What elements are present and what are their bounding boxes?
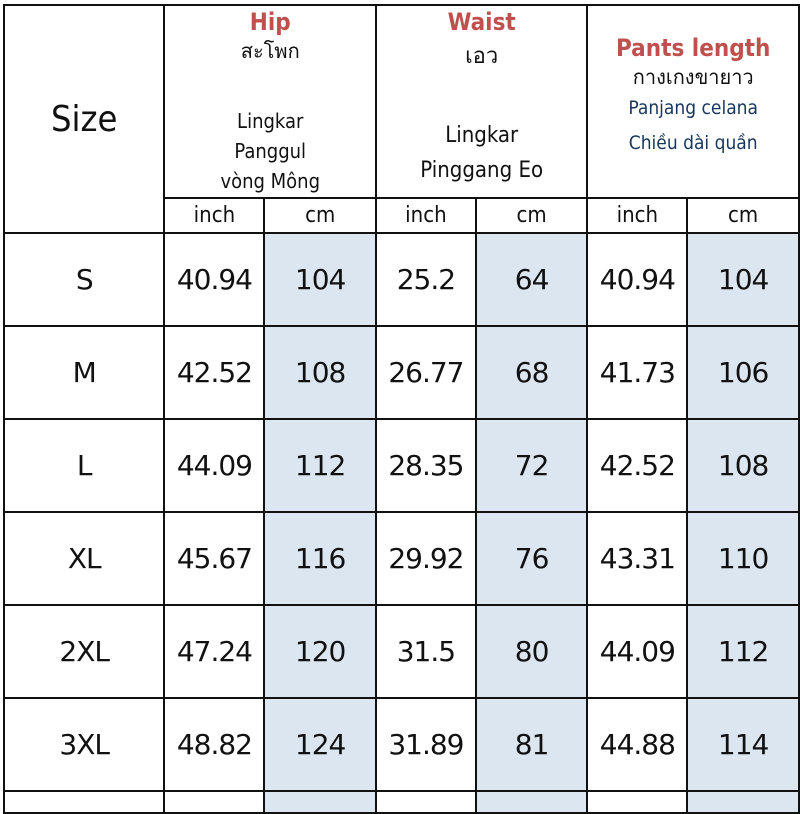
cell-waist-cm: 80 bbox=[474, 604, 589, 699]
cell-size: M bbox=[2, 325, 166, 420]
table-row: M 42.52 108 26.77 68 41.73 106 bbox=[2, 325, 800, 420]
pants-line1: Panjang celana bbox=[628, 97, 758, 119]
cell-size: S bbox=[2, 232, 166, 327]
table-row: S 40.94 104 25.2 64 40.94 104 bbox=[2, 232, 800, 327]
cell-size: 3XL bbox=[2, 697, 166, 792]
table-row: L 44.09 112 28.35 72 42.52 108 bbox=[2, 418, 800, 513]
pants-line2: Chiều dài quần bbox=[628, 132, 758, 154]
cell-pants-inch: 42.52 bbox=[586, 418, 689, 513]
cell-pants-inch: 44.88 bbox=[586, 697, 689, 792]
cell-waist-cm: 72 bbox=[474, 418, 589, 513]
hip-title: Hip bbox=[249, 8, 291, 36]
cell-hip-inch: 44.09 bbox=[163, 418, 266, 513]
table-row: XL 45.67 116 29.92 76 43.31 110 bbox=[2, 511, 800, 606]
cell-size: L bbox=[2, 418, 166, 513]
pants-title: Pants length bbox=[616, 34, 771, 62]
cell-waist-inch: 28.35 bbox=[374, 418, 477, 513]
waist-line1: Lingkar bbox=[445, 123, 519, 148]
cell-hip-inch: 47.24 bbox=[163, 604, 266, 699]
cell-hip-cm: 120 bbox=[263, 604, 377, 699]
cell-waist-inch: 31.5 bbox=[374, 604, 477, 699]
unit-waist-cm: cm bbox=[474, 197, 589, 234]
waist-thai: เอว bbox=[465, 44, 499, 69]
cell-hip-cm: 108 bbox=[263, 325, 377, 420]
hip-line2: Panggul bbox=[234, 139, 307, 163]
cell-hip-cm: 116 bbox=[263, 511, 377, 606]
unit-pants-cm: cm bbox=[686, 197, 800, 234]
size-chart-table: Size Hip สะโพก Lingkar Panggul vòng Mông… bbox=[2, 4, 800, 814]
cell-size: XL bbox=[2, 511, 166, 606]
cell-hip-cm: 104 bbox=[263, 232, 377, 327]
cell-pants-inch: 43.31 bbox=[586, 511, 689, 606]
cell-hip-cm: 124 bbox=[263, 697, 377, 792]
cell-pants-cm: 112 bbox=[686, 604, 800, 699]
table-row: 2XL 47.24 120 31.5 80 44.09 112 bbox=[2, 604, 800, 699]
cell-pants-cm: 108 bbox=[686, 418, 800, 513]
cell-hip-inch: 48.82 bbox=[163, 697, 266, 792]
cell-pants-cm: 106 bbox=[686, 325, 800, 420]
pants-thai: กางเกงขายาว bbox=[632, 65, 754, 89]
cell-pants-cm: 104 bbox=[686, 232, 800, 327]
unit-pants-inch: inch bbox=[586, 197, 689, 234]
cell-hip-inch: 45.67 bbox=[163, 511, 266, 606]
partial-row bbox=[2, 790, 800, 814]
cell-size: 2XL bbox=[2, 604, 166, 699]
cell-waist-cm: 81 bbox=[474, 697, 589, 792]
hip-header: Hip สะโพก Lingkar Panggul vòng Mông bbox=[163, 4, 377, 199]
cell-pants-cm: 114 bbox=[686, 697, 800, 792]
hip-line1: Lingkar bbox=[237, 109, 304, 133]
cell-waist-cm: 68 bbox=[474, 325, 589, 420]
cell-waist-cm: 76 bbox=[474, 511, 589, 606]
cell-hip-inch: 42.52 bbox=[163, 325, 266, 420]
cell-waist-inch: 26.77 bbox=[374, 325, 477, 420]
hip-line3: vòng Mông bbox=[220, 169, 320, 193]
hip-thai: สะโพก bbox=[240, 39, 300, 63]
cell-waist-inch: 29.92 bbox=[374, 511, 477, 606]
unit-hip-cm: cm bbox=[263, 197, 377, 234]
cell-pants-cm: 110 bbox=[686, 511, 800, 606]
cell-hip-cm: 112 bbox=[263, 418, 377, 513]
cell-waist-inch: 31.89 bbox=[374, 697, 477, 792]
unit-waist-inch: inch bbox=[374, 197, 477, 234]
waist-line2: Pinggang Eo bbox=[420, 158, 544, 183]
cell-pants-inch: 44.09 bbox=[586, 604, 689, 699]
cell-pants-inch: 40.94 bbox=[586, 232, 689, 327]
cell-waist-cm: 64 bbox=[474, 232, 589, 327]
cell-hip-inch: 40.94 bbox=[163, 232, 266, 327]
cell-pants-inch: 41.73 bbox=[586, 325, 689, 420]
table-row: 3XL 48.82 124 31.89 81 44.88 114 bbox=[2, 697, 800, 792]
pants-header: Pants length กางเกงขายาว Panjang celana … bbox=[586, 4, 800, 199]
cell-waist-inch: 25.2 bbox=[374, 232, 477, 327]
size-header: Size bbox=[2, 4, 166, 234]
unit-hip-inch: inch bbox=[163, 197, 266, 234]
waist-title: Waist bbox=[447, 8, 516, 36]
waist-header: Waist เอว Lingkar Pinggang Eo bbox=[374, 4, 589, 199]
